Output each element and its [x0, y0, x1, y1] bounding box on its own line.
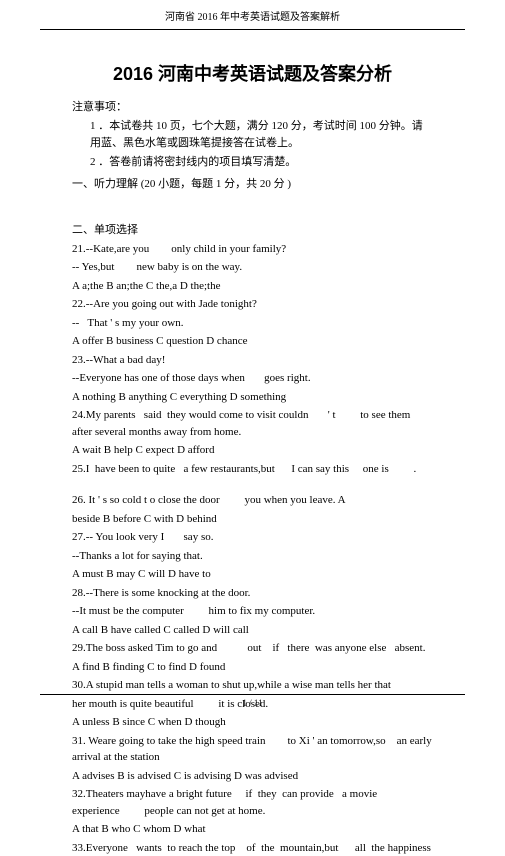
- question-line: 28.--There is some knocking at the door.: [72, 585, 433, 602]
- question-line: 26. It ' s so cold t o close the door yo…: [72, 492, 433, 509]
- question-line: 24.My parents said they would come to vi…: [72, 407, 433, 440]
- question-line: 27.-- You look very I say so.: [72, 529, 433, 546]
- page-content: 2016 河南中考英语试题及答案分析 注意事项： 1 ．本试卷共 10 页，七个…: [0, 60, 505, 856]
- question-line: A call B have called C called D will cal…: [72, 622, 433, 639]
- document-title: 2016 河南中考英语试题及答案分析: [72, 60, 433, 86]
- question-line: -- That ' s my your own.: [72, 315, 433, 332]
- question-line: A that B who C whom D what: [72, 821, 433, 838]
- notice-label: 注意事项：: [72, 98, 433, 114]
- question-line: --Thanks a lot for saying that.: [72, 548, 433, 565]
- question-line: 30.A stupid man tells a woman to shut up…: [72, 677, 433, 694]
- question-line: 31. Weare going to take the high speed t…: [72, 733, 433, 766]
- question-line: 21.--Kate,are you only child in your fam…: [72, 241, 433, 258]
- question-line: A offer B business C question D chance: [72, 333, 433, 350]
- question-line: A find B finding C to find D found: [72, 659, 433, 676]
- question-line: 22.--Are you going out with Jade tonight…: [72, 296, 433, 313]
- notice-item-1: 1 ．本试卷共 10 页，七个大题，满分 120 分，考试时间 100 分钟。请…: [90, 118, 433, 151]
- page-header: 河南省 2016 年中考英语试题及答案解析: [0, 0, 505, 27]
- question-line: --Everyone has one of those days when go…: [72, 370, 433, 387]
- header-divider: [40, 29, 465, 30]
- question-line: -- Yes,but new baby is on the way.: [72, 259, 433, 276]
- question-line: A advises B is advised C is advising D w…: [72, 768, 433, 785]
- question-line: A wait B help C expect D afford: [72, 442, 433, 459]
- page-number: 1 / 11: [242, 698, 262, 708]
- question-line: A must B may C will D have to: [72, 566, 433, 583]
- section-2-heading: 二、单项选择: [72, 221, 433, 237]
- footer-divider: [40, 694, 465, 695]
- question-line: 32.Theaters mayhave a bright future if t…: [72, 786, 433, 819]
- page-footer: 1 / 11: [0, 694, 505, 708]
- blank-line: [72, 479, 433, 490]
- question-line: 25.I have been to quite a few restaurant…: [72, 461, 433, 478]
- question-line: 33.Everyone wants to reach the top of th…: [72, 840, 433, 856]
- notice-item-2: 2 ．答卷前请将密封线内的项目填写清楚。: [90, 154, 433, 171]
- section-1-heading: 一、听力理解 (20 小题，每题 1 分，共 20 分 ): [72, 175, 433, 191]
- question-line: A a;the B an;the C the,a D the;the: [72, 278, 433, 295]
- question-line: beside B before C with D behind: [72, 511, 433, 528]
- question-line: A nothing B anything C everything D some…: [72, 389, 433, 406]
- question-line: 23.--What a bad day!: [72, 352, 433, 369]
- question-line: 29.The boss asked Tim to go and out if t…: [72, 640, 433, 657]
- question-line: A unless B since C when D though: [72, 714, 433, 731]
- question-line: --It must be the computer him to fix my …: [72, 603, 433, 620]
